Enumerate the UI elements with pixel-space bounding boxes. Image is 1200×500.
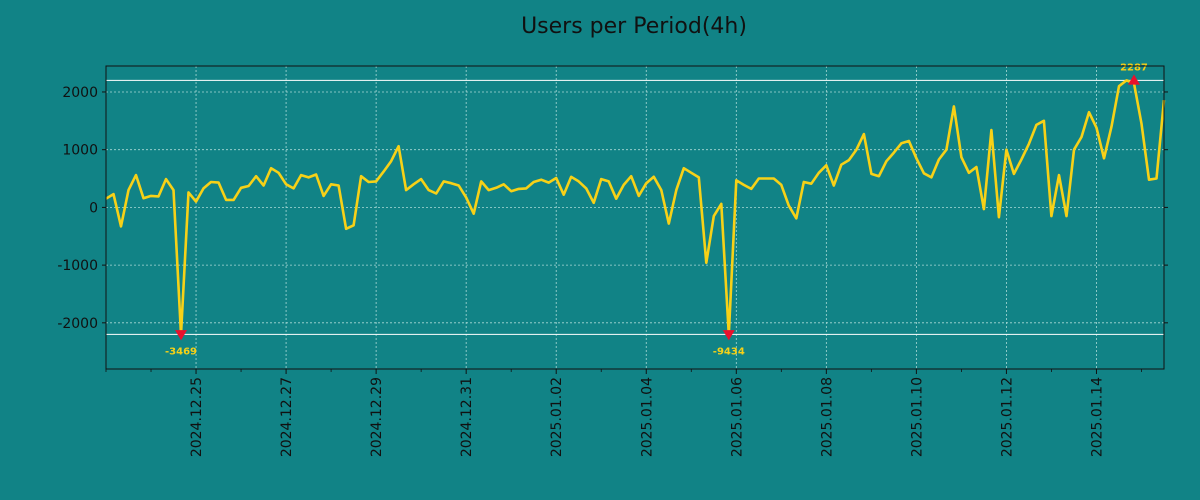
x-tick-label-4: 2025.01.02 <box>549 377 565 457</box>
x-tick-label-9: 2025.01.12 <box>999 377 1015 457</box>
y-tick-label-3: 1000 <box>62 143 98 159</box>
annotation-marker-0 <box>175 330 188 341</box>
x-tick-label-5: 2025.01.04 <box>639 377 655 457</box>
annotation-marker-2 <box>1127 74 1140 85</box>
series-line-users <box>105 79 1166 336</box>
y-tick-label-2: 0 <box>89 200 98 216</box>
y-tick-label-1: -1000 <box>57 258 98 274</box>
chart-title: Users per Period(4h) <box>521 14 747 39</box>
annotation-label-1: -9434 <box>713 346 745 357</box>
x-tick-label-7: 2025.01.08 <box>819 377 835 457</box>
x-tick-label-6: 2025.01.06 <box>729 377 745 457</box>
x-tick-label-8: 2025.01.10 <box>909 377 925 457</box>
axes-frame <box>105 65 1165 370</box>
annotation-label-0: -3469 <box>165 346 197 357</box>
annotation-label-2: 2287 <box>1120 62 1148 73</box>
x-tick-label-1: 2024.12.27 <box>279 377 295 457</box>
annotation-marker-1 <box>722 330 735 341</box>
y-tick-label-4: 2000 <box>62 85 98 101</box>
y-tick-label-0: -2000 <box>57 316 98 332</box>
x-tick-label-2: 2024.12.29 <box>369 377 385 457</box>
x-tick-label-3: 2024.12.31 <box>459 377 475 457</box>
x-tick-label-0: 2024.12.25 <box>189 377 205 457</box>
x-tick-label-10: 2025.01.14 <box>1089 377 1105 457</box>
